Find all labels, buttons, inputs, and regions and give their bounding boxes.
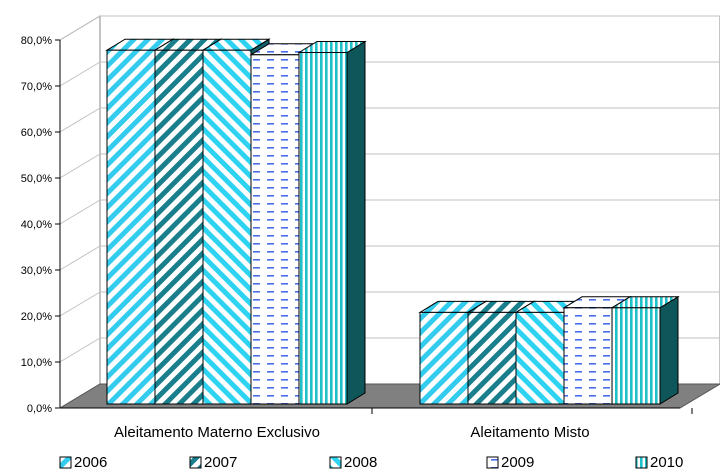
legend: 2006 2007 2008 2009 2010 [59,454,683,471]
legend-item: 2009 [486,454,534,471]
gridline-side [59,199,101,225]
bar-front [250,54,300,405]
y-tick-label: 10,0% [21,357,52,369]
gridline-side [59,15,101,41]
gridline-side [59,107,101,133]
legend-swatch [635,456,648,469]
legend-swatch [59,456,72,469]
y-tick-label: 70,0% [21,81,52,93]
legend-item: 2010 [635,454,683,471]
bars [105,38,680,405]
y-tick-label: 80,0% [21,35,52,47]
bar-front [202,49,252,405]
legend-label: 2007 [204,454,237,471]
category-label: Aleitamento Materno Exclusivo [114,424,320,441]
x-axis: Aleitamento Materno Exclusivo Aleitamento… [60,407,693,441]
bar-front [515,311,565,405]
gridline-side [59,245,101,271]
bar-front [419,311,469,405]
gridline-side [59,337,101,363]
category-label: Aleitamento Misto [470,424,589,441]
legend-item: 2007 [189,454,237,471]
bar-front [298,52,348,405]
y-tick-label: 0,0% [27,403,52,415]
bar [297,40,367,405]
legend-label: 2006 [74,454,107,471]
y-tick-label: 60,0% [21,127,52,139]
y-tick-label: 20,0% [21,311,52,323]
bar-front [467,311,517,405]
gridline-side [59,153,101,179]
gridline-side [59,291,101,317]
legend-item: 2006 [59,454,107,471]
legend-swatch [486,456,499,469]
y-tick-label: 50,0% [21,173,52,185]
legend-label: 2010 [650,454,683,471]
bar-side [659,295,679,405]
bar-front [154,49,204,405]
legend-swatch [189,456,202,469]
y-tick-label: 30,0% [21,265,52,277]
gridline-side [59,61,101,87]
legend-label: 2009 [501,454,534,471]
y-tick-label: 40,0% [21,219,52,231]
legend-swatch [329,456,342,469]
legend-label: 2008 [344,454,377,471]
bar-front [611,307,661,405]
legend-item: 2008 [329,454,377,471]
bar-front [106,49,156,405]
bar [610,295,680,405]
bar-front [563,307,613,405]
y-axis: 0,0% 10,0% 20,0% 30,0% 40,0% 50,0% 60,0% 70,0% 8… [21,35,61,415]
bar-side [346,40,366,405]
